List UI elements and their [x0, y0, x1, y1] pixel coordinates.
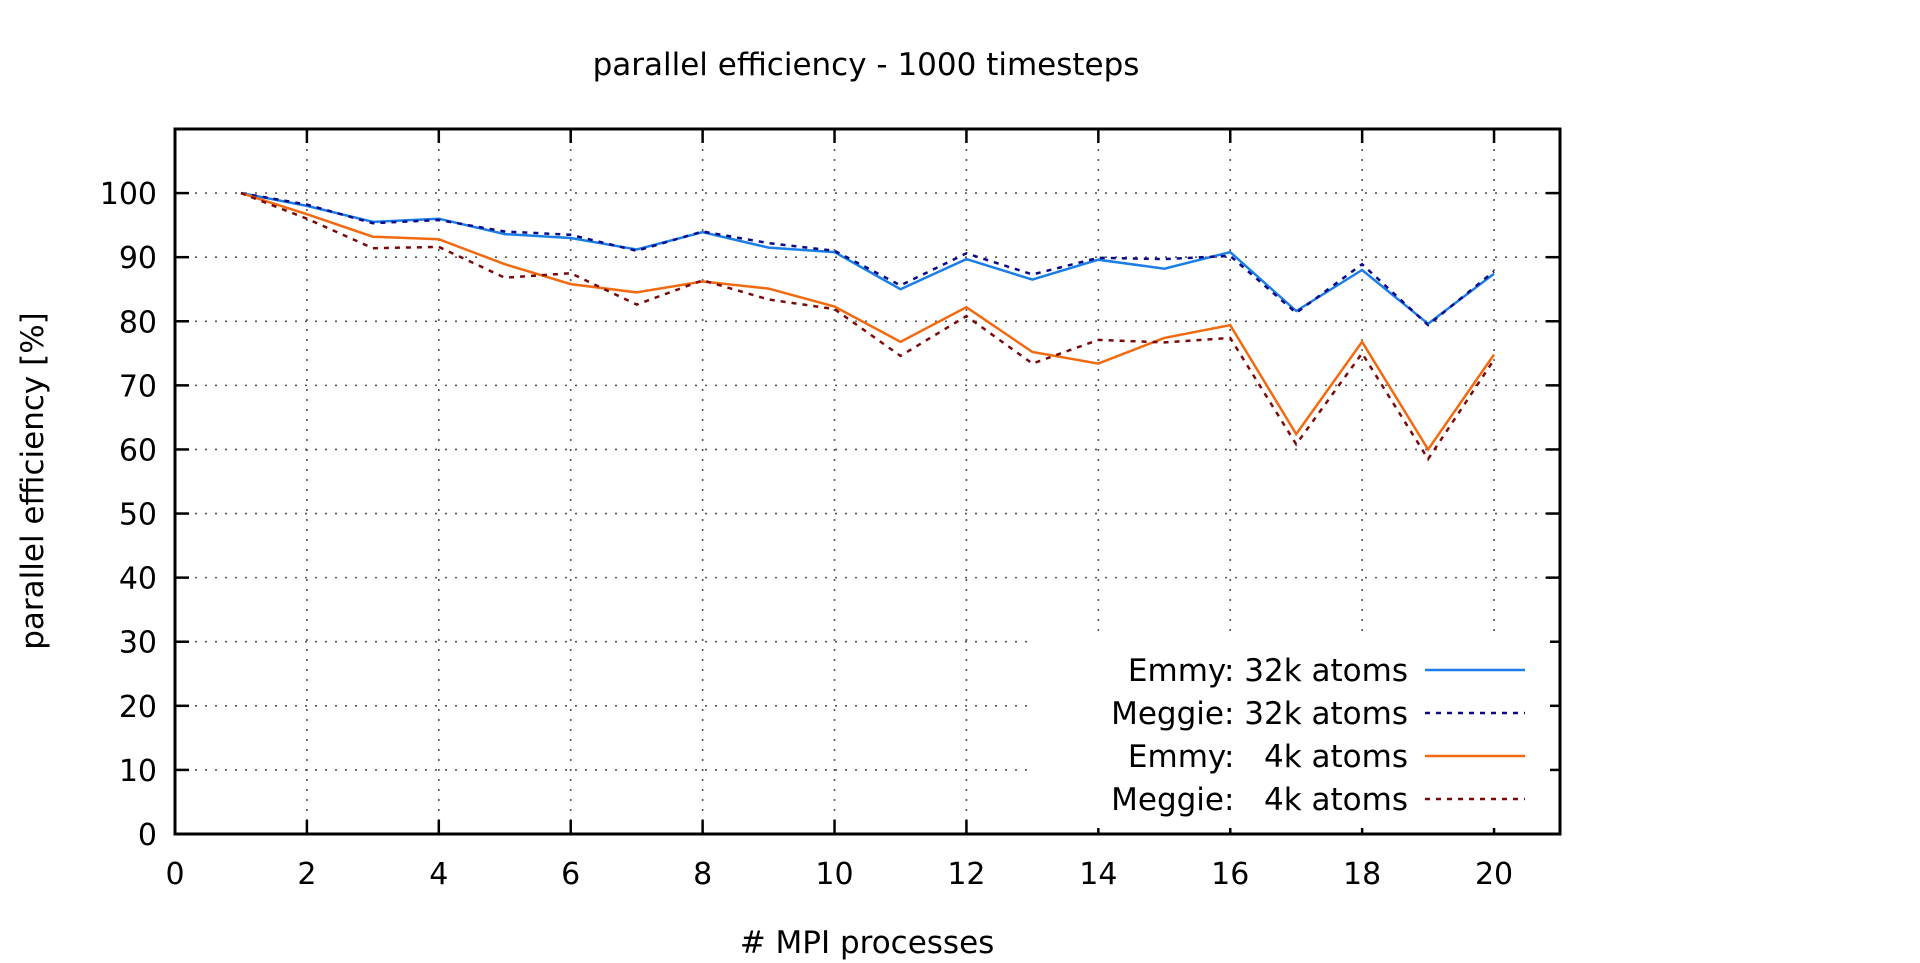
y-tick-label: 50	[119, 498, 157, 533]
series-line-3	[240, 191, 1496, 452]
y-tick-label: 10	[119, 754, 157, 789]
legend-label: Meggie: 32k atoms	[1111, 696, 1408, 732]
x-tick-label: 6	[561, 857, 580, 892]
ticks: 0 2 4 6 8 10 12 14 16 18 20 0 10 20 30 40 50 60 70 80 90 100	[100, 129, 1560, 892]
y-tick-label: 100	[100, 177, 157, 212]
x-tick-label: 8	[693, 857, 712, 892]
x-tick-label: 10	[815, 857, 853, 892]
legend-label: Meggie: 4k atoms	[1111, 782, 1408, 818]
x-tick-label: 4	[429, 857, 448, 892]
x-tick-label: 2	[297, 857, 316, 892]
chart-title: parallel efficiency - 1000 timesteps	[593, 47, 1140, 83]
series-line-1	[240, 191, 1495, 326]
series-line-2	[240, 191, 1495, 327]
y-tick-label: 80	[119, 305, 157, 340]
y-tick-label: 0	[138, 818, 157, 853]
plot-frame	[173, 127, 1562, 836]
grid	[175, 129, 1560, 834]
series-line-4	[240, 191, 1496, 462]
x-tick-label: 18	[1343, 857, 1381, 892]
y-tick-label: 20	[119, 690, 157, 725]
y-tick-label: 30	[119, 626, 157, 661]
legend-label: Emmy: 32k atoms	[1128, 653, 1408, 689]
y-tick-label: 70	[119, 369, 157, 404]
y-tick-label: 90	[119, 241, 157, 276]
legend-label: Emmy: 4k atoms	[1128, 739, 1408, 775]
y-tick-label: 40	[119, 562, 157, 597]
y-axis-title: parallel efficiency [%]	[15, 312, 51, 650]
x-tick-label: 16	[1211, 857, 1249, 892]
x-tick-label: 20	[1475, 857, 1513, 892]
x-tick-label: 12	[947, 857, 985, 892]
series-lines	[240, 191, 1496, 462]
x-tick-label: 0	[165, 857, 184, 892]
y-tick-label: 60	[119, 433, 157, 468]
legend: Emmy: 32k atoms Meggie: 32k atoms Emmy: 4k…	[1111, 653, 1525, 818]
x-tick-label: 14	[1079, 857, 1117, 892]
x-axis-title: # MPI processes	[740, 925, 995, 961]
